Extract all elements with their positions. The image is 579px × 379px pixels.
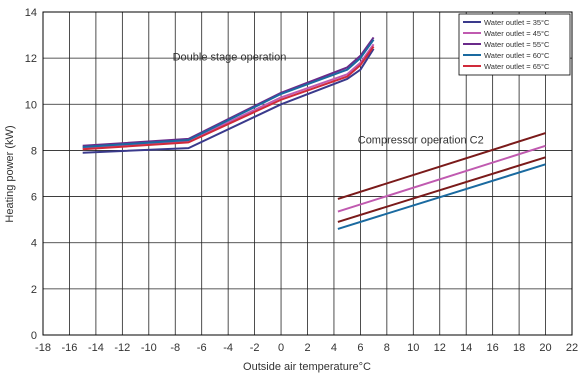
x-tick-label: -10: [141, 342, 157, 354]
x-tick-label: -2: [250, 342, 260, 354]
x-tick-label: -4: [223, 342, 233, 354]
annotations: Double stage operation Compressor operati…: [173, 51, 484, 146]
x-tick-label: 16: [487, 342, 499, 354]
series-line: [82, 43, 375, 150]
series-line: [337, 132, 546, 200]
x-tick-label: -8: [170, 342, 180, 354]
x-tick-label: 0: [278, 342, 284, 354]
annotation-label: Compressor operation C2: [358, 135, 484, 147]
x-tick-label: 18: [513, 342, 525, 354]
y-tick-label: 12: [25, 53, 37, 65]
annotation-label: Double stage operation: [173, 51, 287, 63]
y-tick-label: 2: [31, 284, 37, 296]
x-tick-label: 12: [434, 342, 446, 354]
x-tick-label: 14: [460, 342, 472, 354]
legend-label: Water outlet = 35°C: [484, 18, 550, 27]
legend-label: Water outlet = 65°C: [484, 62, 550, 71]
y-tick-label: 4: [31, 238, 37, 250]
series-lines: [82, 36, 546, 230]
y-tick-label: 8: [31, 145, 37, 157]
x-tick-label: 4: [331, 342, 337, 354]
x-tick-label: -14: [88, 342, 104, 354]
legend: Water outlet = 35°C Water outlet = 45°C Wa…: [458, 13, 571, 76]
series-line: [82, 46, 375, 151]
tick-labels: -18 -16 -14 -12 -10 -8 -6 -4 -2 0 2 4 6 8 10 12 14 16 18 20…: [25, 7, 578, 354]
x-tick-label: -16: [61, 342, 77, 354]
legend-label: Water outlet = 45°C: [484, 29, 550, 38]
y-tick-label: 0: [31, 330, 37, 342]
y-tick-label: 14: [25, 7, 37, 19]
x-tick-label: 10: [407, 342, 419, 354]
legend-label: Water outlet = 60°C: [484, 51, 550, 60]
series-line: [82, 36, 375, 147]
x-tick-label: 20: [539, 342, 551, 354]
x-tick-label: 8: [384, 342, 390, 354]
y-tick-label: 6: [31, 192, 37, 204]
series-line: [82, 39, 375, 148]
legend-label: Water outlet = 55°C: [484, 40, 550, 49]
y-axis-label: Heating power (kW): [4, 125, 16, 222]
series-line: [337, 163, 546, 230]
x-tick-label: 6: [357, 342, 363, 354]
series-line: [337, 144, 546, 213]
x-tick-label: -18: [35, 342, 51, 354]
x-tick-label: -12: [114, 342, 130, 354]
plot-frame: [42, 11, 573, 336]
x-tick-label: 22: [566, 342, 578, 354]
x-tick-label: -6: [197, 342, 207, 354]
x-tick-label: 2: [304, 342, 310, 354]
series-line: [337, 156, 546, 223]
series-line: [82, 48, 375, 154]
x-axis-label: Outside air temperature°C: [243, 361, 371, 373]
y-tick-label: 10: [25, 99, 37, 111]
